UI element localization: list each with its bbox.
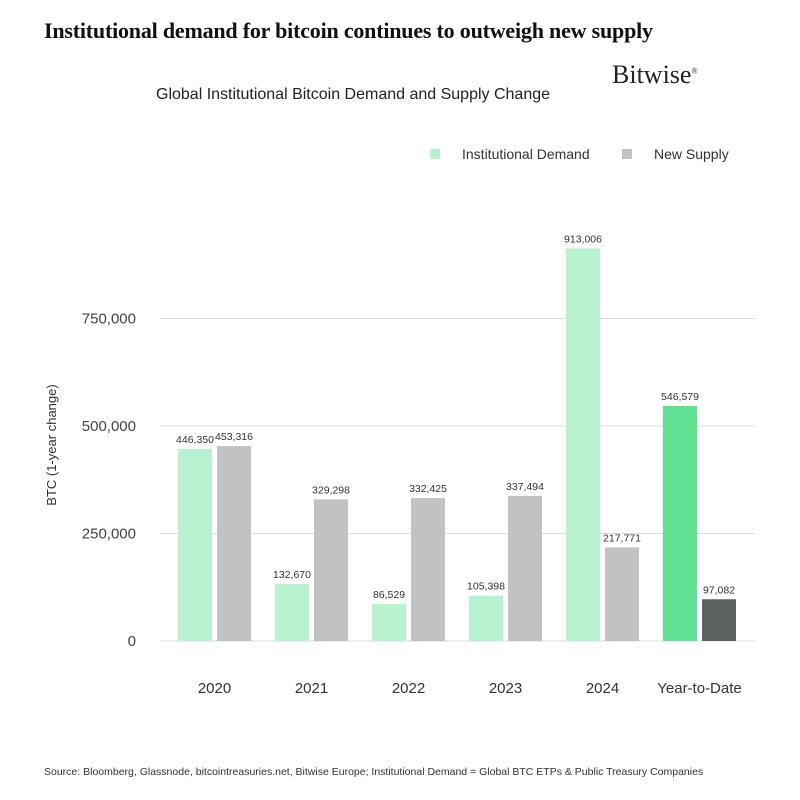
- source-note: Source: Bloomberg, Glassnode, bitcointre…: [44, 766, 704, 778]
- data-label: 217,771: [603, 532, 641, 544]
- data-label: 446,350: [176, 434, 214, 446]
- data-label: 86,529: [373, 589, 405, 601]
- data-label: 105,398: [467, 581, 505, 593]
- chart-title: Global Institutional Bitcoin Demand and …: [156, 86, 551, 103]
- y-tick-label: 750,000: [82, 311, 136, 328]
- y-tick-label: 0: [128, 633, 136, 650]
- legend-label-supply: New Supply: [654, 146, 729, 162]
- data-label: 546,579: [661, 391, 699, 403]
- data-label: 332,425: [409, 483, 447, 495]
- legend-swatch-supply: [622, 149, 632, 159]
- bar-institutional-demand: [469, 595, 503, 641]
- bar-new-supply: [605, 547, 639, 641]
- legend-item-new-supply: New Supply: [622, 146, 729, 162]
- x-tick-label: Year-to-Date: [657, 680, 742, 697]
- x-tick-label: 2024: [586, 680, 619, 697]
- bar-new-supply: [508, 495, 542, 641]
- bar-new-supply: [411, 498, 445, 641]
- bar-institutional-demand: [663, 405, 697, 641]
- bitwise-logo: Bitwise®: [612, 60, 698, 90]
- data-label: 97,082: [703, 584, 735, 596]
- bar-institutional-demand: [566, 248, 600, 642]
- x-tick-label: 2023: [489, 680, 522, 697]
- legend-swatch-demand: [430, 149, 440, 159]
- bar-institutional-demand: [275, 583, 309, 641]
- y-axis-label: BTC (1-year change): [44, 384, 59, 505]
- x-tick-label: 2020: [198, 680, 231, 697]
- data-label: 453,316: [215, 431, 253, 443]
- data-label: 329,298: [312, 484, 350, 496]
- x-tick-label: 2021: [295, 680, 328, 697]
- data-label: 337,494: [506, 481, 544, 493]
- bar-new-supply: [702, 599, 736, 641]
- data-label: 132,670: [273, 569, 311, 581]
- y-tick-label: 250,000: [82, 526, 136, 543]
- headline: Institutional demand for bitcoin continu…: [44, 18, 653, 43]
- x-tick-label: 2022: [392, 680, 425, 697]
- legend-item-institutional-demand: Institutional Demand: [430, 146, 590, 162]
- bar-new-supply: [217, 446, 251, 641]
- data-label: 913,006: [564, 233, 602, 245]
- y-tick-label: 500,000: [82, 418, 136, 435]
- bar-new-supply: [314, 499, 348, 641]
- bar-institutional-demand: [178, 449, 212, 641]
- bar-institutional-demand: [372, 603, 406, 641]
- legend-label-demand: Institutional Demand: [462, 146, 590, 162]
- brand-name: Bitwise: [612, 60, 692, 89]
- registered-mark: ®: [691, 66, 698, 76]
